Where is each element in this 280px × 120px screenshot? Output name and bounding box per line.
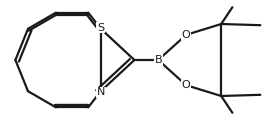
Text: O: O bbox=[182, 80, 191, 90]
Text: O: O bbox=[182, 30, 191, 40]
Text: S: S bbox=[97, 23, 104, 33]
Text: N: N bbox=[97, 87, 105, 97]
Text: B: B bbox=[154, 55, 162, 65]
